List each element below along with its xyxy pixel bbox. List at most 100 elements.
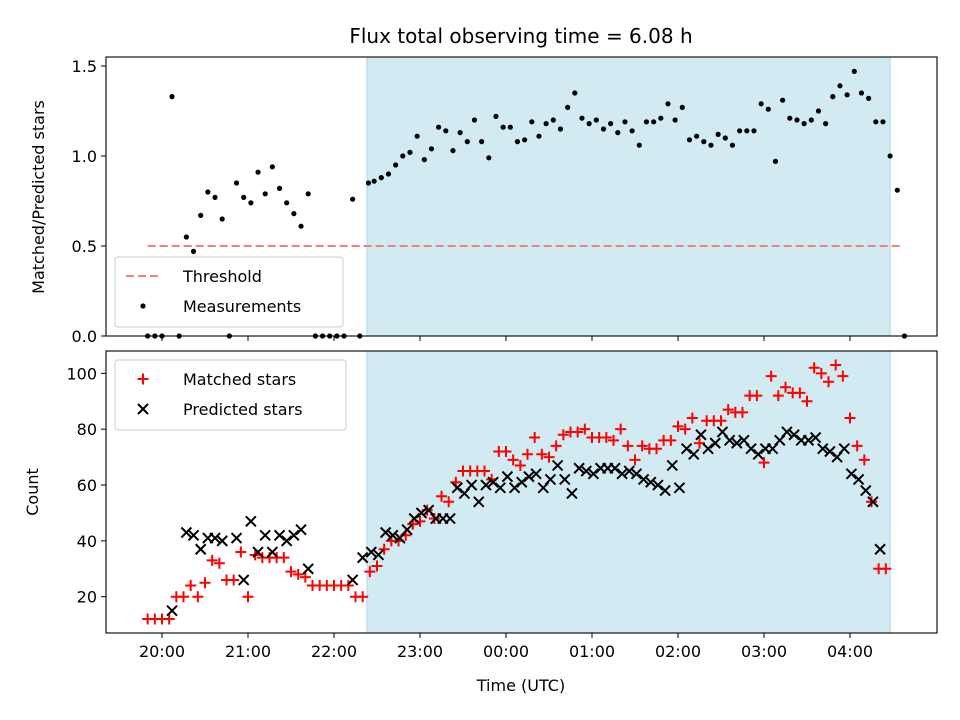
data-point [651,119,657,125]
data-point [199,577,211,589]
data-point [365,546,377,558]
data-point [765,370,777,382]
legend-label: Measurements [183,297,301,316]
data-point [808,117,814,123]
data-point [291,211,297,217]
data-point [758,457,770,469]
data-point [508,482,521,494]
data-point [536,133,542,139]
data-point [252,546,264,558]
data-point [473,496,485,508]
data-point [436,490,447,502]
data-point [708,142,714,148]
data-point [385,171,392,177]
legend-label: Matched stars [183,370,296,389]
y-tick-label: 0.5 [72,237,97,256]
data-point [522,137,528,143]
data-point [219,216,225,222]
data-point [894,187,900,193]
data-point [686,137,693,143]
data-point [479,465,490,477]
data-point [266,546,279,558]
data-point [194,543,207,555]
data-point [436,124,442,130]
data-point [523,470,535,483]
data-point [887,153,893,159]
data-point [781,426,793,438]
data-point [851,440,863,452]
data-point [659,484,671,497]
x-tick-label: 01:00 [569,642,615,661]
y-tick-label: 80 [77,420,97,439]
data-point [809,431,822,444]
data-point [233,180,240,186]
x-tick-label: 23:00 [397,642,443,661]
data-point [230,532,243,544]
data-point [858,454,870,466]
data-point [346,574,359,586]
x-tick-label: 21:00 [225,642,271,661]
data-point [500,124,506,130]
data-point [801,395,813,407]
legend-label: Threshold [182,267,262,286]
data-point [529,432,541,444]
data-point [838,443,850,455]
data-point [867,496,879,508]
data-point [248,200,254,206]
data-point [694,437,705,449]
data-point [245,515,257,528]
data-point [241,194,247,200]
data-point [185,580,197,592]
data-point [378,543,390,555]
data-point [494,482,506,494]
data-point [480,479,492,491]
data-point [379,526,392,539]
data-point [372,549,385,561]
data-point [428,146,435,152]
data-point [817,443,829,455]
data-point [178,591,189,603]
data-point [737,128,743,134]
data-point [645,476,657,488]
data-point [421,157,427,163]
data-point [299,571,311,583]
data-point [729,142,736,148]
data-point [544,473,557,486]
data-point [457,130,463,136]
data-point [493,113,499,119]
data-point [751,128,757,134]
data-point [636,142,642,148]
data-point [860,484,872,497]
data-point [815,367,827,379]
data-point [715,415,727,427]
data-point [514,139,521,145]
data-point [444,512,456,525]
data-point [486,155,492,161]
data-point [808,362,820,374]
data-point [673,482,686,494]
data-point [216,535,228,547]
axes-frame [105,350,938,634]
data-point [643,119,650,125]
data-point [259,529,271,541]
data-point [501,470,514,483]
data-point [665,434,677,446]
data-point [465,479,478,491]
data-point [284,200,290,206]
data-point [443,128,449,134]
legend-box [114,359,347,431]
data-point [858,90,865,96]
data-point [823,376,834,388]
data-point [212,194,218,200]
legend-label: Predicted stars [183,400,303,419]
data-point [737,406,748,418]
data-point [852,473,865,486]
data-point [242,591,254,603]
data-point [190,248,197,254]
series-predicted-stars [166,426,886,617]
data-point [163,613,175,625]
data-point [593,117,599,123]
data-point [651,443,662,455]
data-point [880,563,892,575]
